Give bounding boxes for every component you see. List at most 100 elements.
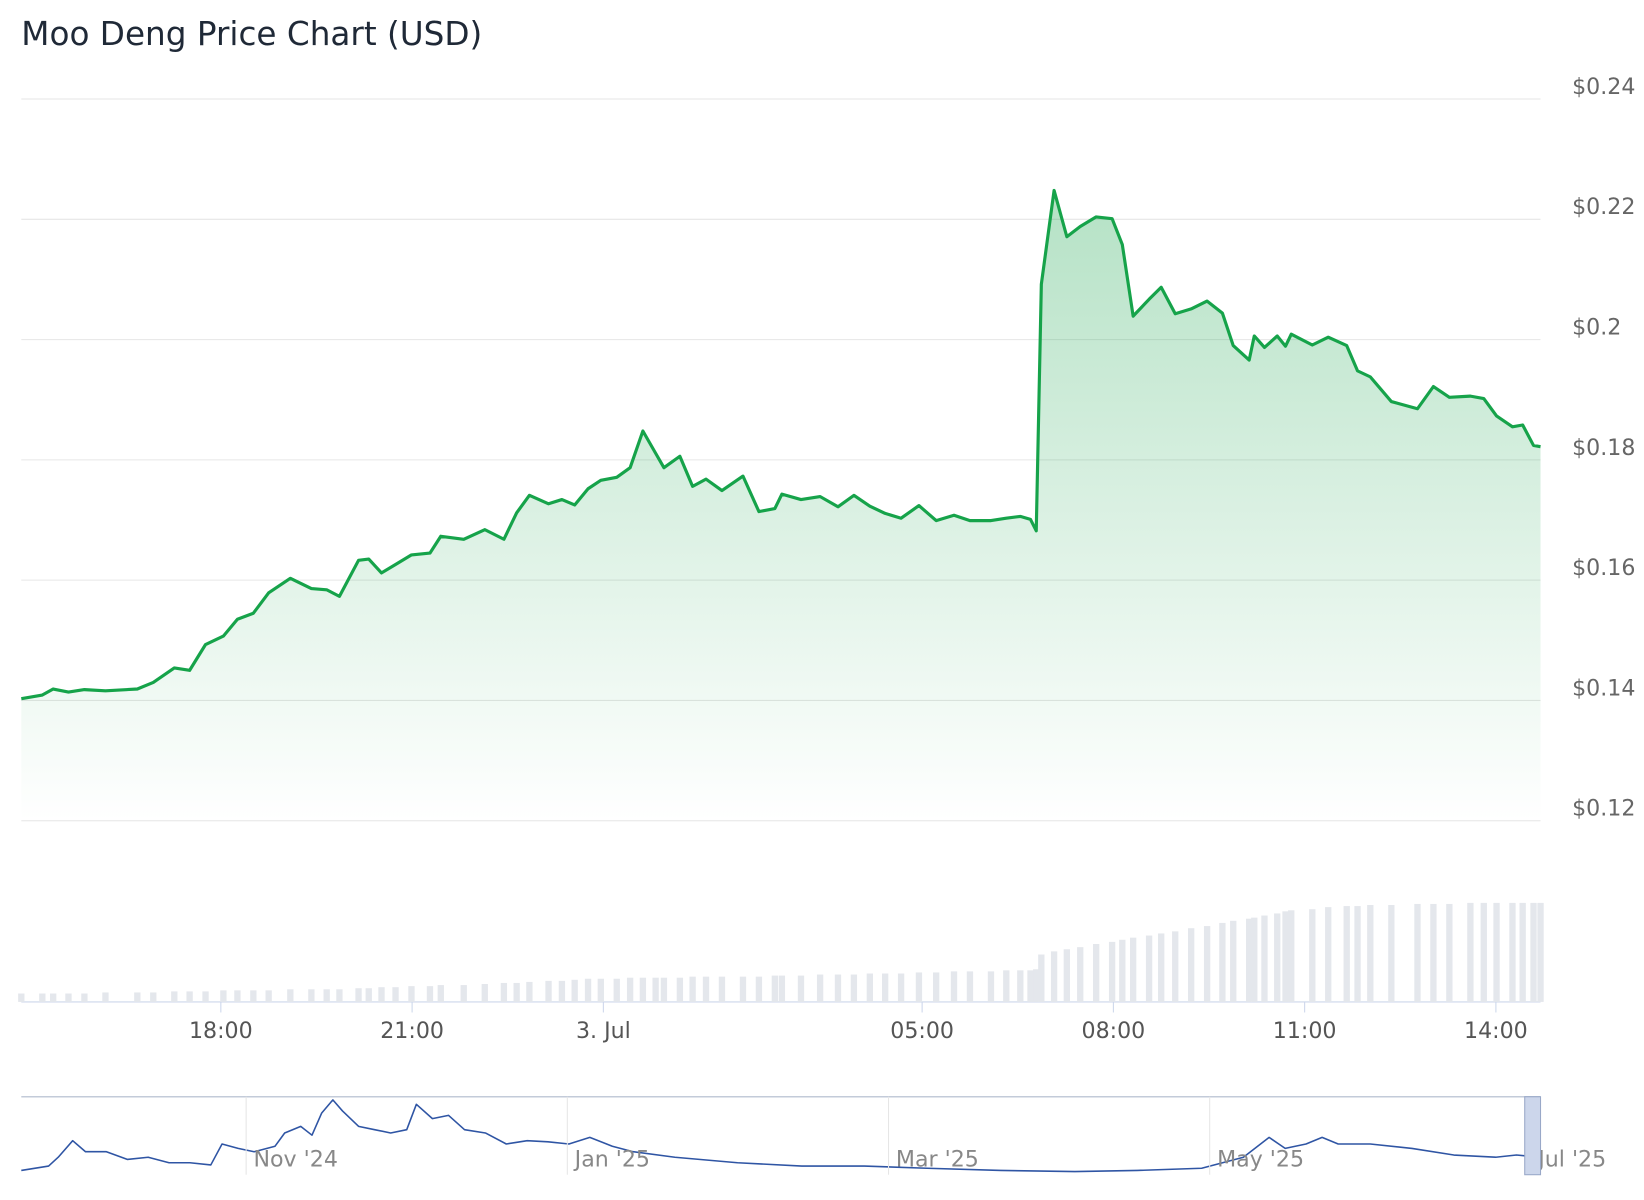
volume-bar: [1017, 970, 1024, 1002]
volume-bar: [1467, 902, 1474, 1002]
volume-bar: [1077, 947, 1084, 1002]
volume-bar: [460, 985, 467, 1002]
volume-bar: [1446, 903, 1453, 1002]
volume-bar: [1493, 902, 1500, 1002]
volume-bar: [1274, 913, 1281, 1002]
volume-bar: [102, 992, 109, 1002]
x-tick-label: 11:00: [1273, 1018, 1337, 1044]
volume-bar: [437, 985, 444, 1002]
volume-bar: [1003, 970, 1010, 1002]
volume-bar: [1246, 918, 1253, 1002]
y-tick-label: $0.24: [1572, 74, 1635, 100]
volume-bar: [1230, 920, 1237, 1002]
volume-bar: [186, 991, 193, 1002]
volume-bar: [778, 975, 786, 1002]
volume-bar: [850, 974, 858, 1002]
volume-bar: [689, 976, 696, 1002]
navigator: Nov '24 Jan '25 Mar '25 May '25 Jul '25: [21, 1095, 1606, 1175]
volume-bar: [1093, 943, 1100, 1002]
volume-bar: [755, 976, 763, 1002]
volume-bar: [426, 986, 434, 1002]
volume-bar: [1480, 902, 1487, 1002]
x-tick-label: Jul '25: [1536, 1146, 1606, 1172]
x-tick-label: 08:00: [1082, 1018, 1146, 1044]
volume-bar: [250, 990, 257, 1002]
y-tick-label: $0.12: [1572, 796, 1635, 822]
area: [21, 190, 1541, 821]
volume-bar: [65, 993, 72, 1002]
volume-bar: [597, 978, 604, 1002]
volume-bar: [234, 990, 241, 1002]
volume-bar: [950, 971, 958, 1002]
volume-bar: [897, 973, 905, 1002]
volume-bar: [1519, 902, 1526, 1002]
volume-bar: [771, 975, 779, 1002]
volume-bar: [1063, 949, 1071, 1002]
volume-bar: [613, 978, 620, 1002]
volume-bar: [1108, 941, 1116, 1002]
volume-bar: [1343, 906, 1350, 1002]
y-tick-label: $0.16: [1572, 555, 1635, 581]
x-tick-label: Jan '25: [573, 1146, 650, 1172]
volume-bar: [1129, 937, 1137, 1002]
volume-bar: [1537, 902, 1544, 1002]
volume-bar: [134, 992, 141, 1002]
volume-bar: [545, 980, 552, 1002]
volume-bar: [378, 987, 385, 1002]
volume-bar: [513, 982, 520, 1002]
volume-bar: [1367, 905, 1374, 1002]
volume-bar: [1288, 910, 1295, 1002]
volume-bar: [866, 973, 874, 1002]
x-tick-label: 05:00: [890, 1018, 954, 1044]
y-tick-label: $0.14: [1572, 675, 1635, 701]
volume-bar: [1251, 917, 1258, 1002]
volume-bar: [336, 989, 343, 1002]
y-tick-label: $0.2: [1572, 315, 1621, 341]
volume-bar: [1219, 922, 1226, 1002]
volume-bar: [639, 977, 647, 1002]
volume-bar: [987, 971, 995, 1002]
volume-bar: [571, 979, 578, 1002]
volume-bar: [1033, 969, 1040, 1002]
navigator-handle[interactable]: [1524, 1096, 1542, 1176]
line: [21, 188, 1541, 701]
x-tick-label: Nov '24: [254, 1146, 338, 1172]
volume-bar: [816, 974, 824, 1002]
volume-bar: [171, 991, 178, 1002]
volume-bar: [39, 993, 46, 1002]
volume-bar: [1282, 911, 1289, 1002]
volume-bar: [739, 976, 747, 1002]
volume-bar: [1309, 909, 1316, 1002]
y-tick-label: $0.18: [1572, 435, 1635, 461]
volume-bar: [702, 976, 710, 1002]
volume-bar: [81, 993, 88, 1002]
x-tick-label: 14:00: [1464, 1018, 1528, 1044]
volume-bar: [287, 989, 294, 1002]
volume-bar: [626, 977, 634, 1002]
volume-bar: [50, 993, 57, 1002]
volume-bar: [1354, 906, 1361, 1002]
volume-bar: [323, 989, 330, 1002]
volume-bar: [1203, 926, 1211, 1002]
x-tick-label: 3. Jul: [576, 1018, 631, 1044]
volume-bar: [265, 990, 272, 1002]
volume-bar: [1509, 902, 1516, 1002]
volume-bar: [408, 986, 415, 1002]
chart-title: Moo Deng Price Chart (USD): [21, 15, 482, 53]
volume-bar: [1050, 951, 1058, 1002]
y-tick-label: $0.22: [1572, 194, 1635, 220]
volume-bar: [500, 982, 508, 1002]
volume-bar: [1038, 954, 1045, 1002]
volume-bar: [365, 988, 372, 1002]
x-tick-label: 18:00: [189, 1018, 253, 1044]
volume-bar: [1430, 903, 1437, 1002]
volume-bar: [1172, 931, 1179, 1002]
volume-bar: [526, 981, 533, 1002]
volume-bar: [652, 977, 659, 1002]
volume-bar: [881, 973, 889, 1002]
volume-bar: [202, 991, 209, 1002]
volume-bar: [220, 990, 227, 1002]
line: [21, 1099, 1541, 1173]
volume-bar: [558, 980, 566, 1002]
